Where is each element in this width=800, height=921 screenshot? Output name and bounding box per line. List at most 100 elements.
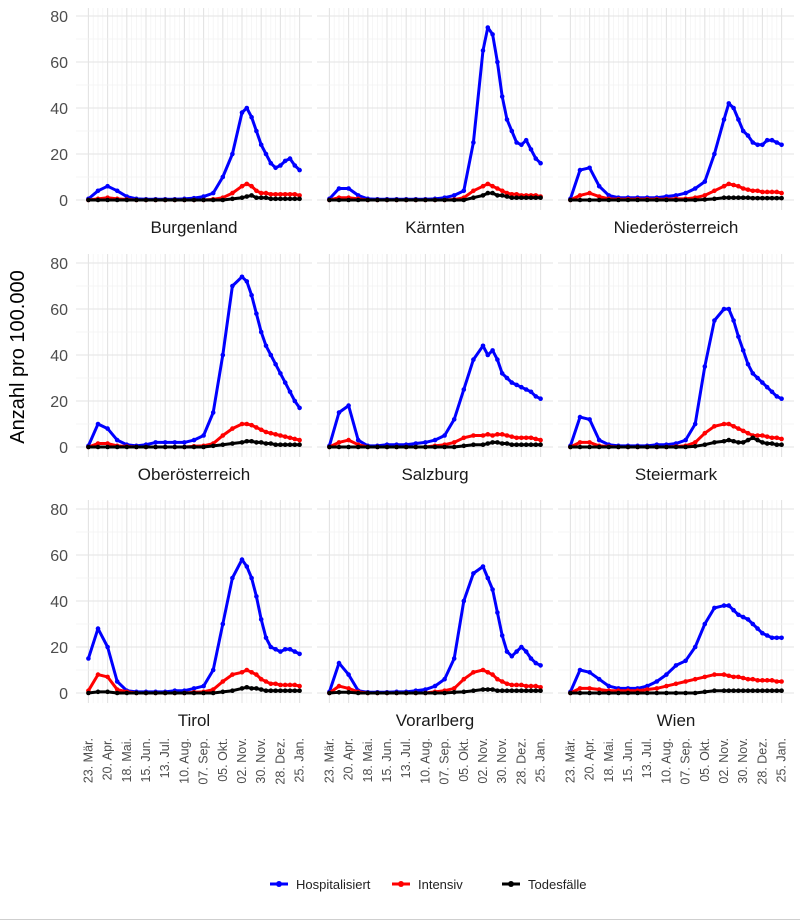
data-point-hosp	[273, 647, 278, 652]
data-point-death	[153, 197, 158, 203]
data-point-hosp	[740, 348, 746, 353]
panel-burgenland: 0 20 40 60 80 Burgenland	[50, 8, 312, 237]
data-point-death	[769, 688, 775, 693]
data-point-hosp	[769, 389, 775, 395]
panel-title: Salzburg	[401, 465, 468, 484]
data-point-death	[254, 440, 259, 445]
data-point-icu	[726, 421, 732, 427]
data-point-death	[143, 197, 149, 203]
data-point-hosp	[683, 437, 688, 443]
data-point-hosp	[268, 160, 274, 166]
data-point-icu	[249, 422, 254, 428]
data-point-death	[355, 197, 361, 203]
data-point-death	[220, 197, 226, 203]
data-point-icu	[673, 681, 679, 687]
data-point-death	[86, 444, 91, 450]
data-point-hosp	[745, 617, 751, 622]
data-point-hosp	[528, 389, 534, 395]
data-point-death	[769, 441, 775, 446]
data-point-death	[201, 690, 206, 696]
data-point-death	[692, 690, 698, 696]
data-point-death	[745, 437, 751, 443]
data-point-hosp	[244, 279, 250, 284]
data-point-death	[721, 195, 727, 200]
data-point-icu	[263, 190, 269, 196]
data-point-death	[721, 688, 727, 693]
data-point-death	[105, 197, 110, 203]
data-point-death	[258, 687, 264, 692]
data-point-death	[336, 197, 342, 203]
panel-kärnten: Kärnten	[317, 8, 553, 237]
data-point-hosp	[726, 101, 732, 106]
data-point-icu	[774, 679, 780, 684]
data-point-death	[143, 690, 149, 696]
data-point-icu	[504, 681, 510, 687]
data-point-hosp	[355, 193, 361, 198]
data-point-death	[625, 197, 631, 203]
data-point-death	[644, 197, 650, 203]
data-point-death	[268, 196, 274, 202]
data-point-hosp	[346, 672, 351, 677]
data-point-hosp	[268, 352, 274, 358]
data-point-death	[712, 196, 717, 202]
data-point-icu	[273, 191, 278, 197]
data-point-hosp	[769, 635, 775, 641]
data-point-death	[480, 442, 486, 448]
data-point-icu	[471, 433, 476, 438]
data-point-death	[239, 195, 245, 200]
data-point-icu	[282, 191, 288, 197]
data-point-hosp	[258, 617, 264, 622]
data-point-death	[779, 195, 784, 201]
data-point-hosp	[692, 421, 698, 427]
data-point-hosp	[278, 163, 283, 168]
data-point-icu	[254, 188, 259, 194]
data-point-hosp	[423, 687, 428, 692]
data-point-death	[485, 687, 491, 692]
data-point-death	[504, 441, 510, 446]
data-point-death	[327, 197, 332, 203]
data-point-hosp	[239, 110, 245, 115]
data-point-death	[625, 444, 631, 450]
data-point-hosp	[413, 441, 419, 446]
data-point-hosp	[499, 633, 505, 638]
data-point-hosp	[451, 417, 457, 422]
data-point-icu	[740, 186, 746, 191]
data-point-icu	[287, 435, 293, 441]
data-point-death	[606, 690, 612, 696]
data-point-death	[258, 440, 264, 445]
data-point-death	[282, 688, 288, 693]
data-point-death	[769, 195, 775, 201]
data-point-hosp	[764, 137, 770, 143]
data-point-hosp	[485, 25, 491, 30]
data-point-icu	[490, 183, 495, 189]
data-point-hosp	[587, 670, 592, 675]
data-point-hosp	[509, 128, 515, 134]
data-point-death	[278, 196, 283, 202]
panel-niederösterreich: Niederösterreich	[558, 8, 794, 237]
data-point-icu	[533, 436, 539, 442]
x-tick-label: 15. Jun.	[380, 738, 394, 782]
data-point-hosp	[538, 396, 543, 402]
data-point-death	[254, 686, 259, 691]
y-tick-label: 40	[50, 101, 68, 118]
data-point-death	[413, 444, 419, 450]
data-point-hosp	[346, 403, 351, 408]
data-point-death	[514, 442, 519, 448]
data-point-hosp	[114, 188, 120, 194]
data-point-death	[423, 690, 428, 696]
x-tick-label: 30. Nov.	[254, 738, 268, 784]
data-point-icu	[292, 436, 298, 442]
data-point-death	[471, 195, 476, 200]
data-point-hosp	[292, 163, 298, 168]
data-point-icu	[509, 434, 515, 439]
data-point-icu	[721, 183, 727, 189]
data-point-hosp	[282, 158, 288, 164]
data-point-hosp	[664, 672, 669, 677]
data-point-death	[692, 444, 698, 449]
panel-vorarlberg: Vorarlberg 23. Mär. 20. Apr. 18. Mai. 15. Ju…	[317, 500, 553, 785]
data-point-death	[745, 195, 751, 200]
data-point-death	[451, 197, 457, 203]
data-point-icu	[514, 682, 519, 688]
data-point-hosp	[249, 575, 254, 581]
data-point-death	[519, 195, 524, 200]
